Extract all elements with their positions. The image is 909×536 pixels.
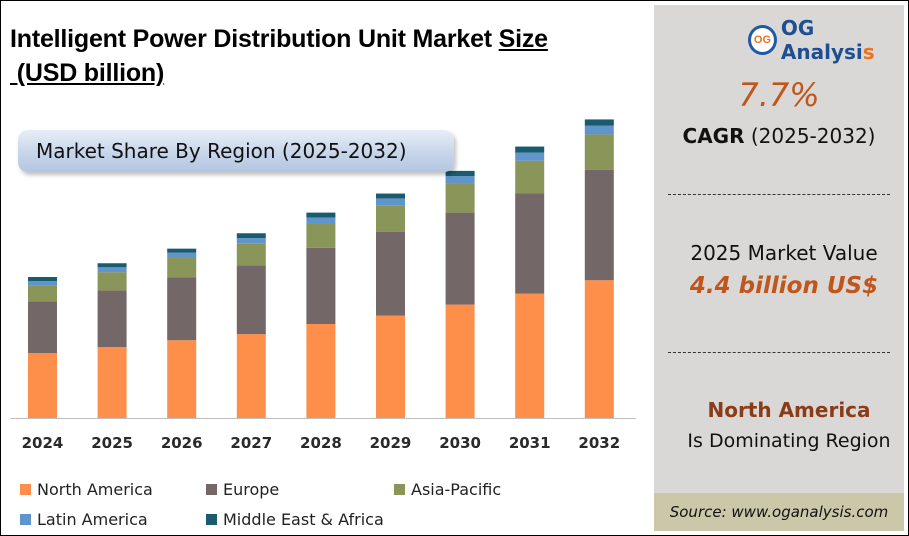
bar-2027-latin-america [236, 238, 266, 244]
cagr-word: CAGR [682, 124, 745, 148]
legend-swatch [206, 483, 217, 495]
chart-title: Intelligent Power Distribution Unit Mark… [10, 22, 548, 90]
bar-2030-north-america [445, 304, 475, 418]
bar-2031-europe [515, 193, 545, 294]
logo-text: OG Analysis [781, 16, 909, 64]
x-tick-label: 2025 [91, 434, 133, 452]
x-tick-label: 2031 [509, 434, 551, 452]
legend-label: North America [37, 479, 153, 499]
subtitle-box: Market Share By Region (2025-2032) [18, 130, 454, 172]
bar-2028-middle-east-africa [306, 212, 336, 218]
bar-2030-latin-america [445, 176, 475, 184]
bar-2030-europe [445, 212, 475, 305]
bar-2027-north-america [236, 334, 266, 418]
bar-2031-north-america [515, 293, 545, 418]
bar-2030-asia-pacific [445, 183, 475, 213]
bar-2032-latin-america [584, 125, 614, 135]
bar-2029-middle-east-africa [376, 193, 405, 199]
bar-2025-europe [97, 290, 127, 348]
bar-2028-north-america [306, 324, 336, 418]
x-tick-label: 2027 [230, 434, 272, 452]
x-tick-label: 2028 [300, 434, 342, 452]
title-underlined: Size [498, 25, 548, 53]
bar-2031-middle-east-africa [515, 146, 545, 153]
bar-2028-europe [306, 247, 336, 325]
bar-2032-asia-pacific [584, 134, 614, 170]
bar-2029-latin-america [376, 198, 405, 206]
dominating-region: North America [707, 398, 871, 422]
cagr-period: (2025-2032) [744, 124, 876, 148]
cagr-value: 7.7% [738, 76, 820, 114]
x-tick-label: 2032 [578, 434, 620, 452]
bar-2024-europe [28, 301, 57, 354]
legend-swatch [394, 483, 405, 495]
bar-2026-middle-east-africa [167, 248, 197, 253]
logo-text-accent: s [862, 40, 875, 64]
divider-2 [668, 352, 890, 353]
market-value: 4.4 billion US$ [689, 273, 879, 299]
legend-item: Asia-Pacific [394, 479, 501, 499]
legend-label: Middle East & Africa [223, 509, 384, 529]
bar-2024-latin-america [28, 281, 57, 286]
legend-swatch [206, 513, 217, 525]
logo-text-main: OG Analysi [780, 16, 863, 64]
bar-2028-asia-pacific [306, 223, 336, 248]
x-tick-label: 2026 [161, 434, 203, 452]
stacked-bar-chart: 2024 2025 2026 2027 2028 2029 2030 2031 2032 [10, 119, 636, 452]
legend-label: Europe [223, 479, 280, 499]
bar-2030-middle-east-africa [445, 170, 475, 177]
bar-2031-latin-america [515, 152, 545, 161]
bar-2027-europe [236, 265, 266, 335]
bar-2024-north-america [28, 353, 57, 418]
bar-2029-north-america [376, 315, 405, 418]
x-tick-label: 2024 [22, 434, 64, 452]
logo-badge-icon: OG [748, 25, 777, 55]
bar-2024-middle-east-africa [28, 277, 57, 282]
bar-2027-asia-pacific [236, 243, 266, 266]
subtitle-text: Market Share By Region (2025-2032) [36, 139, 407, 163]
cagr-label: CAGR (2025-2032) [654, 124, 904, 148]
bar-2027-middle-east-africa [236, 233, 266, 239]
bar-2026-north-america [167, 340, 197, 418]
source-text: Source: www.oganalysis.com [669, 503, 889, 521]
title-unit: (USD billion) [10, 59, 165, 87]
bar-2026-europe [167, 277, 197, 341]
market-value-label: 2025 Market Value [690, 241, 878, 265]
bar-2025-middle-east-africa [97, 263, 127, 268]
bar-2026-latin-america [167, 252, 197, 258]
legend-item: Latin America [20, 509, 148, 529]
bar-2029-europe [376, 231, 405, 316]
bar-2031-asia-pacific [515, 160, 545, 194]
legend-label: Latin America [37, 509, 148, 529]
og-analysis-logo: OG OG Analysis [748, 16, 909, 64]
x-tick-label: 2029 [370, 434, 412, 452]
legend-item: North America [20, 479, 153, 499]
bar-2026-asia-pacific [167, 257, 197, 278]
info-panel [654, 5, 904, 531]
bar-2029-asia-pacific [376, 205, 405, 232]
title-main: Intelligent Power Distribution Unit Mark… [10, 25, 499, 53]
divider-1 [668, 194, 890, 195]
bar-2032-north-america [584, 280, 614, 418]
bar-2032-middle-east-africa [584, 119, 614, 126]
x-tick-label: 2030 [439, 434, 481, 452]
bar-2025-north-america [97, 347, 127, 418]
legend-swatch [20, 513, 31, 525]
legend-swatch [20, 483, 31, 495]
bar-2024-asia-pacific [28, 285, 57, 302]
bar-2025-asia-pacific [97, 272, 127, 291]
bar-2028-latin-america [306, 217, 336, 224]
source-strip [654, 493, 904, 531]
bar-2025-latin-america [97, 267, 127, 273]
legend-label: Asia-Pacific [411, 479, 502, 499]
dominating-label: Is Dominating Region [687, 430, 891, 452]
legend-item: Middle East & Africa [206, 509, 384, 529]
legend-item: Europe [206, 479, 279, 499]
bar-2032-europe [584, 169, 614, 281]
